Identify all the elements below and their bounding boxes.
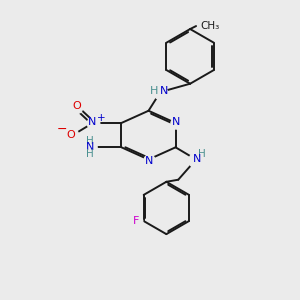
Text: H: H — [198, 149, 206, 159]
Text: N: N — [160, 85, 168, 96]
Text: −: − — [57, 123, 68, 136]
Text: H: H — [86, 149, 94, 159]
Text: F: F — [133, 216, 139, 226]
Text: N: N — [193, 154, 201, 164]
Text: N: N — [145, 156, 153, 166]
Text: N: N — [85, 142, 94, 152]
Text: O: O — [66, 130, 75, 140]
Text: +: + — [97, 112, 106, 123]
Text: CH₃: CH₃ — [200, 21, 220, 31]
Text: H: H — [86, 136, 94, 146]
Text: N: N — [172, 117, 180, 127]
Text: O: O — [72, 101, 81, 111]
Text: N: N — [88, 117, 97, 127]
Text: H: H — [150, 85, 158, 96]
